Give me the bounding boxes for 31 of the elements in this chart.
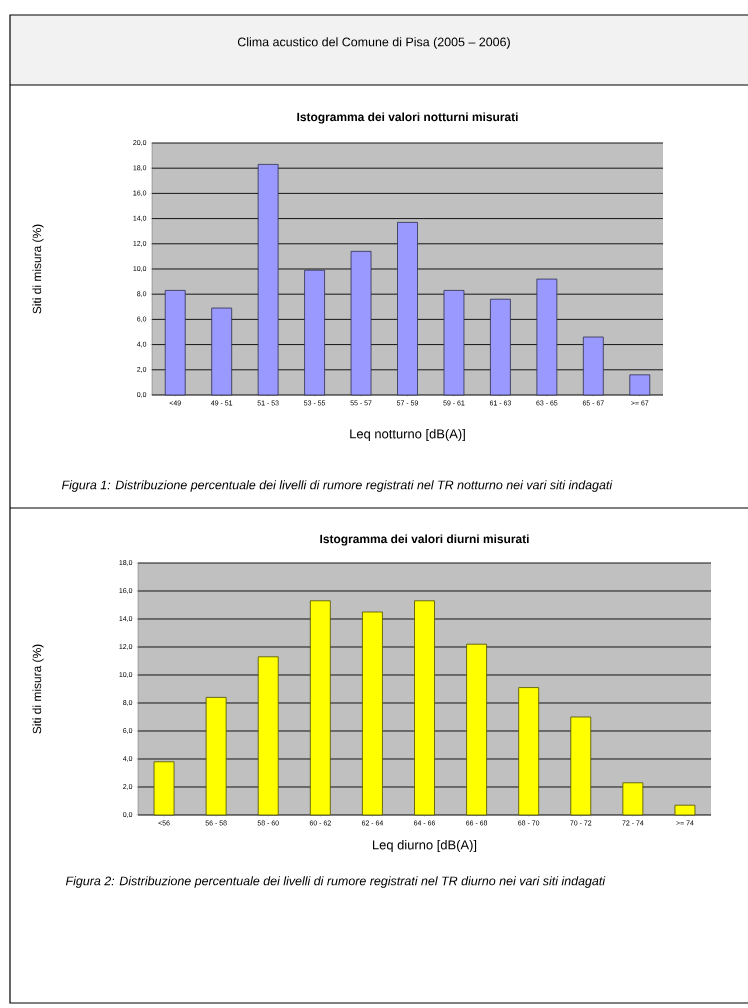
bar: [309, 600, 331, 816]
bar: [304, 269, 325, 396]
bar: [570, 716, 592, 816]
bar: [414, 600, 435, 816]
bar: [629, 374, 651, 396]
chart-title: Istogramma dei valori diurni misurati: [320, 534, 529, 546]
bar: [622, 782, 644, 816]
bar: [153, 761, 175, 816]
bar: [397, 221, 418, 396]
y-axis-title: Siti di misura (%): [32, 224, 44, 314]
bar: [164, 290, 186, 396]
bar: [518, 687, 540, 816]
chart-title: Istogramma dei valori notturni misurati: [297, 112, 518, 124]
bar: [257, 656, 279, 816]
text: Clima acustico del Comune di Pisa (2005 – 2006): [237, 37, 510, 49]
y-axis-title: Siti di misura (%): [32, 644, 44, 734]
bar: [205, 696, 227, 816]
bar: [443, 290, 465, 396]
bar: [257, 164, 279, 396]
bar: [490, 298, 511, 396]
bar: [674, 804, 696, 816]
bar: [466, 643, 487, 816]
bar: [582, 336, 604, 396]
bar: [211, 307, 233, 396]
bar: [350, 250, 372, 396]
text: Figura 2: Distribuzione percentuale dei livelli di rumore registrati nel TR diurno nei vari siti indagati: [65, 876, 606, 888]
bar: [362, 611, 383, 816]
x-axis-title: Leq notturno [dB(A)]: [350, 428, 465, 442]
x-axis-title: Leq diurno [dB(A)]: [373, 839, 477, 853]
bar: [536, 278, 558, 396]
text: Figura 1: Distribuzione percentuale dei livelli di rumore registrati nel TR notturno nei vari siti indagati: [61, 480, 613, 492]
